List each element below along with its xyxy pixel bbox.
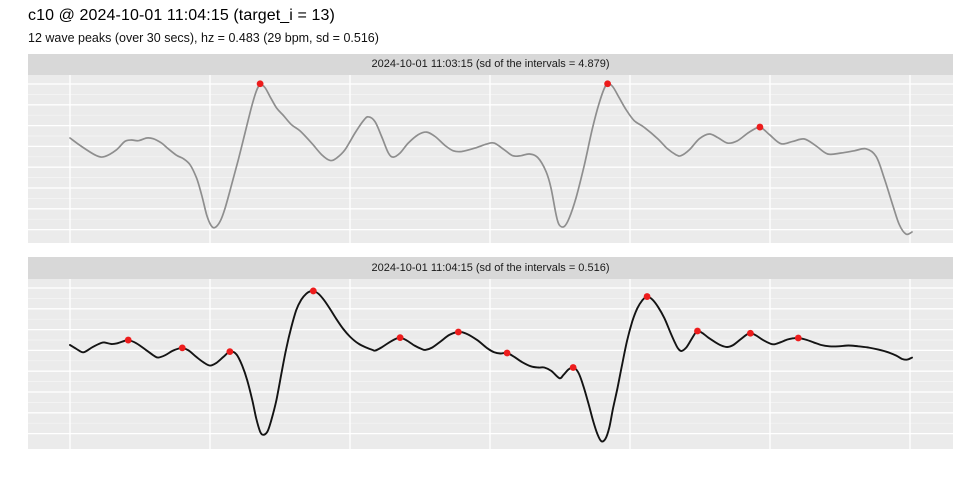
peak-marker [454,328,462,335]
peak-marker [256,79,264,87]
wave-chart-previous [28,74,953,243]
peak-marker [604,79,611,87]
peak-marker [124,336,132,343]
facet-strip-label-target: 2024-10-01 11:04:15 (sd of the intervals… [371,261,610,274]
peak-marker [396,333,404,341]
facet-strip-previous-window: 2024-10-01 11:03:15 (sd of the intervals… [28,54,953,75]
peak-marker [309,287,317,294]
facet-panel-target-window [28,278,953,449]
plot-subtitle: 12 wave peaks (over 30 secs), hz = 0.483… [28,31,379,45]
facet-strip-label-previous: 2024-10-01 11:03:15 (sd of the intervals… [371,58,610,71]
peak-marker [569,363,577,371]
wave-line [69,289,913,442]
peak-marker [747,329,754,337]
wave-chart-target [28,278,953,449]
peak-marker [178,343,186,351]
facet-panel-previous-window [28,74,953,243]
peak-marker [643,292,651,300]
peak-marker [503,349,511,356]
peak-marker [226,347,234,355]
plot-title: c10 @ 2024-10-01 11:04:15 (target_i = 13… [28,7,335,24]
peak-marker [756,123,764,130]
peak-marker [694,327,701,334]
wave-line [69,82,913,235]
peak-marker [794,334,802,341]
facet-strip-target-window: 2024-10-01 11:04:15 (sd of the intervals… [28,256,953,279]
